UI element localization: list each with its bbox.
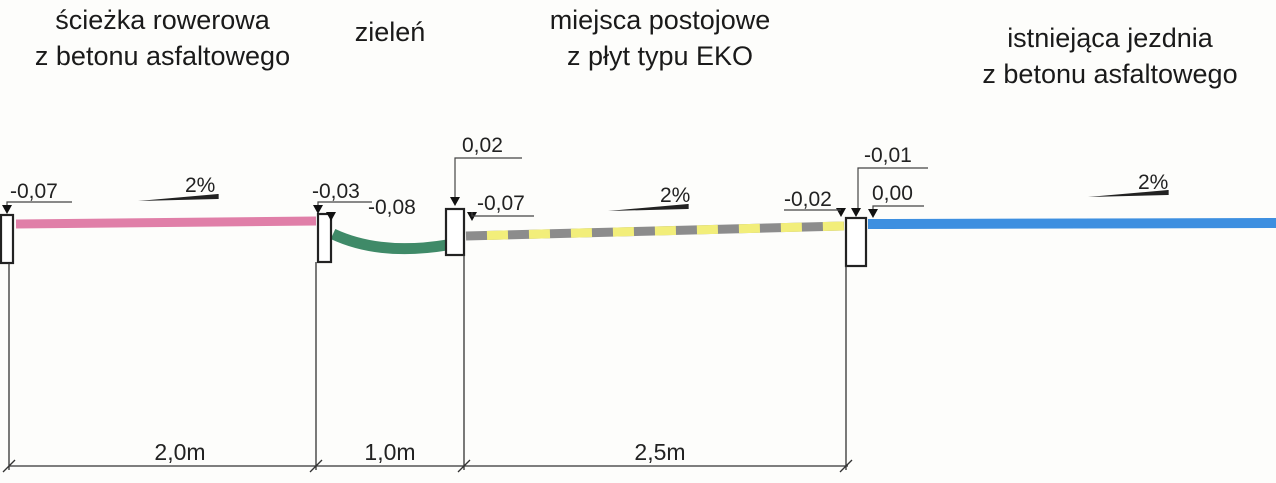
elevation-label-7: -0,01 bbox=[864, 144, 912, 167]
heading-roadway-line2: z betonu asfaltowego bbox=[982, 59, 1238, 89]
heading-parking: miejsca postojowe z płyt typu EKO bbox=[500, 2, 820, 74]
heading-parking-line2: z płyt typu EKO bbox=[566, 41, 754, 71]
elev-marker-8 bbox=[868, 209, 878, 218]
heading-roadway: istniejąca jezdnia z betonu asfaltowego bbox=[950, 20, 1270, 92]
elev-marker-2 bbox=[313, 205, 323, 214]
elevation-label-8: 0,00 bbox=[872, 182, 913, 205]
elev-marker-3 bbox=[326, 212, 336, 221]
slope-arrow-parking bbox=[608, 204, 688, 211]
elevation-label-6: -0,02 bbox=[784, 188, 832, 211]
heading-parking-line1: miejsca postojowe bbox=[549, 5, 771, 35]
width-bike-path: 2,0m bbox=[154, 439, 205, 465]
elevation-label-2: -0,03 bbox=[312, 180, 360, 203]
width-greenery: 1,0m bbox=[364, 439, 415, 465]
heading-greenery-line1: zieleń bbox=[354, 17, 426, 47]
elev-marker-4 bbox=[450, 197, 460, 206]
curb-left bbox=[0, 213, 15, 265]
heading-roadway-line1: istniejąca jezdnia bbox=[1007, 23, 1213, 53]
slope-roadway: 2% bbox=[1138, 171, 1168, 194]
bike-path-surface bbox=[15, 216, 317, 229]
curb-green-parking bbox=[444, 207, 466, 257]
heading-bike-path: ścieżka rowerowa z betonu asfaltowego bbox=[10, 2, 315, 74]
slope-arrow-bike bbox=[138, 194, 218, 201]
heading-bike-path-line2: z betonu asfaltowego bbox=[34, 41, 291, 71]
elevation-label-4: 0,02 bbox=[462, 134, 503, 157]
slope-parking: 2% bbox=[660, 184, 690, 207]
heading-bike-path-line1: ścieżka rowerowa bbox=[55, 5, 270, 35]
elev-marker-1 bbox=[2, 205, 12, 214]
parking-surface-eco-pattern bbox=[465, 221, 845, 241]
slope-arrow-roadway bbox=[1088, 190, 1168, 197]
curb-parking-road bbox=[844, 216, 868, 268]
elevation-label-5: -0,07 bbox=[477, 192, 525, 215]
elev-marker-6 bbox=[836, 208, 846, 217]
slope-bike: 2% bbox=[185, 174, 215, 197]
curb-bike-green bbox=[316, 212, 333, 264]
roadway-surface bbox=[867, 218, 1276, 229]
heading-greenery: zieleń bbox=[330, 14, 450, 50]
width-parking: 2,5m bbox=[634, 439, 685, 465]
elevation-label-3: -0,08 bbox=[368, 196, 416, 219]
greenery-surface bbox=[330, 228, 448, 255]
elevation-label-1: -0,07 bbox=[10, 180, 58, 203]
elev-marker-7 bbox=[851, 208, 861, 217]
